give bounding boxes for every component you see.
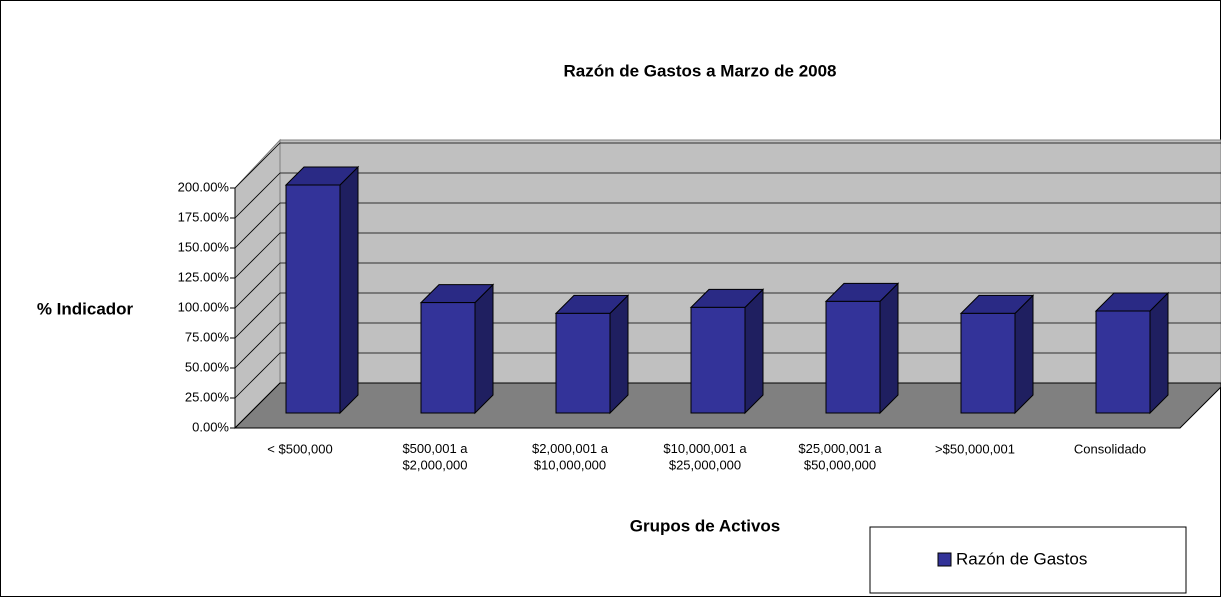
x-tick-label: $25,000,001 a $50,000,000: [798, 441, 882, 472]
y-tick-label: 175.00%: [178, 209, 230, 224]
bar: [1095, 310, 1151, 414]
y-tick-label: 50.00%: [185, 359, 230, 374]
bar-side: [1014, 294, 1034, 415]
y-tick-label: 75.00%: [185, 329, 230, 344]
x-tick-label: $2,000,001 a $10,000,000: [532, 441, 609, 472]
grid-line: [234, 262, 1221, 309]
x-axis-label: Grupos de Activos: [630, 516, 781, 535]
x-tick-label: < $500,000: [267, 441, 332, 456]
y-tick-label: 200.00%: [178, 179, 230, 194]
x-tick-label: Consolidado: [1074, 441, 1146, 456]
y-tick-label: 25.00%: [185, 389, 230, 404]
y-axis-label: % Indicador: [37, 299, 134, 318]
grid-line: [234, 232, 1221, 279]
x-tick-label: $500,001 a $2,000,000: [402, 441, 468, 472]
bar-side: [474, 283, 494, 415]
legend-box: [869, 526, 1187, 594]
y-tick-label: 125.00%: [178, 269, 230, 284]
grid-line: [234, 202, 1221, 249]
legend-label: Razón de Gastos: [956, 549, 1087, 568]
y-tick-label: 0.00%: [192, 419, 229, 434]
grid-line: [234, 292, 1221, 339]
x-tick-label: >$50,000,001: [935, 441, 1015, 456]
bar: [825, 300, 881, 414]
bar: [690, 306, 746, 414]
grid-line: [234, 322, 1221, 369]
y-tick-label: 150.00%: [178, 239, 230, 254]
bar: [555, 312, 611, 414]
bar-side: [879, 282, 899, 415]
legend-swatch: [937, 552, 952, 567]
grid-line: [234, 142, 1221, 189]
side-wall: [234, 138, 281, 430]
bar: [960, 312, 1016, 414]
bar: [420, 302, 476, 414]
grid-line: [234, 172, 1221, 219]
x-tick-label: $10,000,001 a $25,000,000: [663, 441, 747, 472]
bar-side: [1149, 291, 1169, 415]
bar-side: [339, 165, 359, 415]
bar-side: [744, 288, 764, 415]
y-tick-label: 100.00%: [178, 299, 230, 314]
bar-side: [609, 294, 629, 415]
bar: [285, 184, 341, 414]
grid-line: [234, 382, 1221, 429]
chart-title: Razón de Gastos a Marzo de 2008: [563, 61, 836, 80]
grid-line: [234, 352, 1221, 399]
